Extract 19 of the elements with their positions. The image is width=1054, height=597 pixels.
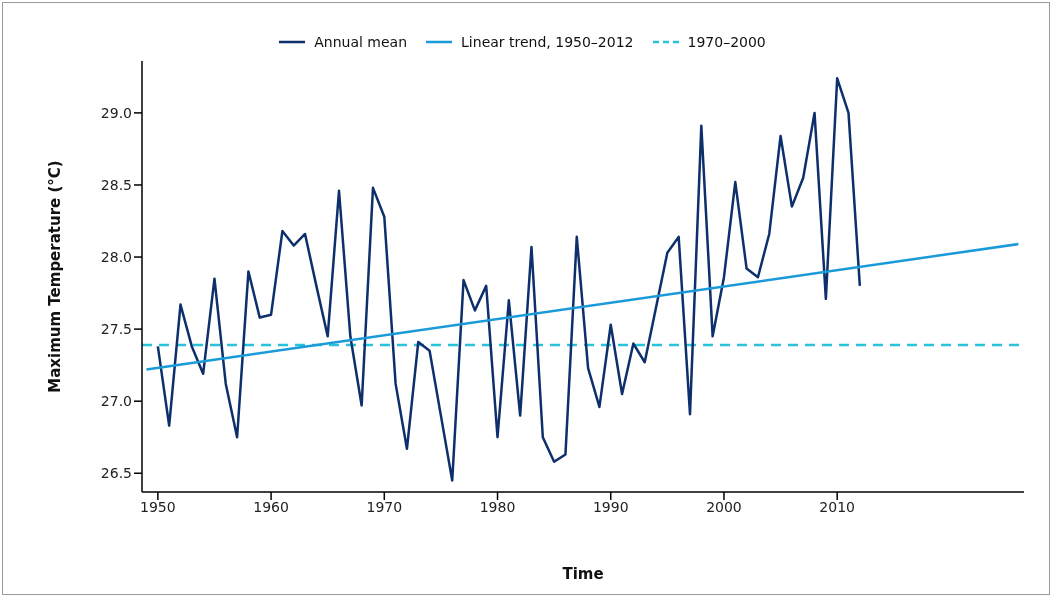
line-series (156, 77, 862, 482)
legend-label: Linear trend, 1950–2012 (461, 34, 634, 50)
x-tick-label: 2010 (819, 498, 855, 515)
y-tick-label: 27.5 (100, 321, 132, 338)
legend-label: Annual mean (314, 34, 408, 50)
y-tick-label: 27.0 (100, 393, 132, 410)
x-axis-title: Time (562, 565, 604, 583)
y-tick-label: 29.0 (100, 104, 132, 121)
y-axis-title: Maximum Temperature (°C) (46, 160, 65, 393)
y-tick-label: 26.5 (100, 465, 132, 482)
x-tick-label: 2000 (706, 498, 742, 515)
x-tick-label: 1960 (253, 498, 289, 515)
x-tick-label: 1950 (140, 498, 176, 515)
legend-label: 1970–2000 (687, 34, 766, 50)
x-tick-label: 1970 (366, 498, 403, 515)
x-tick-label: 1980 (479, 498, 516, 515)
y-tick-label: 28.5 (100, 176, 132, 193)
x-tick-label: 1990 (592, 498, 629, 515)
y-tick-label: 28.0 (100, 249, 132, 266)
